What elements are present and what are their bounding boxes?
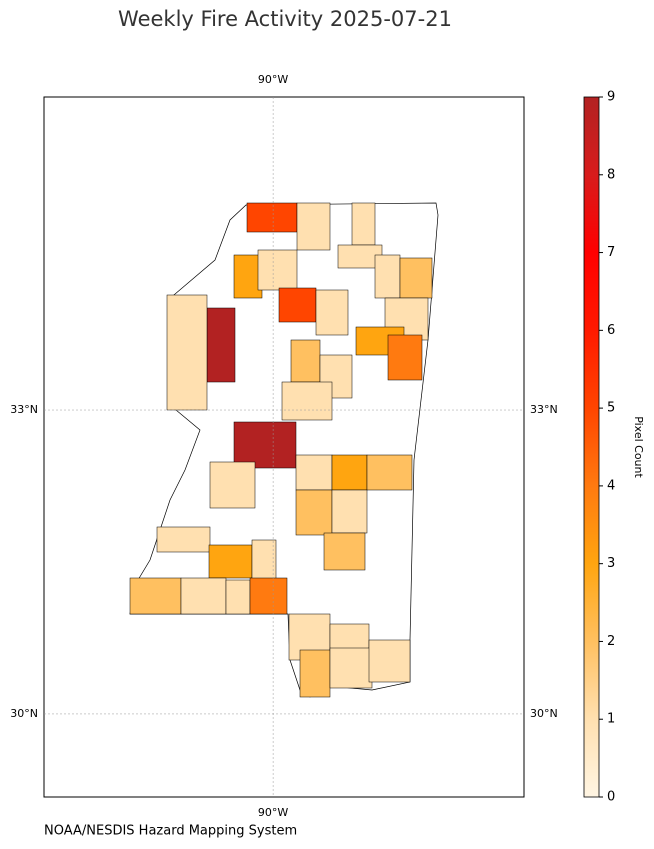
colorbar-tick-label: 5 xyxy=(607,401,615,416)
y-tick-label: 33°N xyxy=(10,403,38,416)
county xyxy=(295,454,333,491)
county xyxy=(129,577,182,615)
county xyxy=(281,381,333,421)
county xyxy=(225,579,251,615)
county xyxy=(278,287,317,323)
colorbar-tick-label: 7 xyxy=(607,245,615,260)
county xyxy=(374,254,401,299)
county xyxy=(323,532,366,571)
county xyxy=(299,649,331,698)
county xyxy=(156,526,211,553)
colorbar-tick-label: 0 xyxy=(607,790,615,805)
county xyxy=(351,202,376,246)
colorbar-tick-label: 1 xyxy=(607,712,615,727)
x-tick-label: 90°W xyxy=(258,73,288,86)
y-tick-label: 30°N xyxy=(10,707,38,720)
colorbar-tick-label: 4 xyxy=(607,478,615,493)
map-title: Weekly Fire Activity 2025-07-21 xyxy=(118,7,452,31)
colorbar-tick-label: 9 xyxy=(607,90,615,105)
county xyxy=(368,639,411,683)
x-tick-label: 90°W xyxy=(258,806,288,819)
map-frame xyxy=(43,96,525,798)
colorbar-tick-label: 2 xyxy=(607,634,615,649)
colorbar xyxy=(583,96,600,798)
county xyxy=(166,294,208,411)
county xyxy=(251,539,277,581)
y-tick-label: 30°N xyxy=(530,707,558,720)
county xyxy=(295,489,333,536)
county xyxy=(315,289,349,336)
county xyxy=(399,257,433,299)
county xyxy=(208,544,253,579)
county xyxy=(331,454,368,491)
y-tick-label: 33°N xyxy=(530,403,558,416)
county xyxy=(387,334,423,381)
county xyxy=(209,461,256,509)
county xyxy=(329,623,370,651)
county xyxy=(206,307,236,383)
county xyxy=(233,254,263,299)
county xyxy=(290,339,321,383)
colorbar-tick-label: 3 xyxy=(607,556,615,571)
county xyxy=(246,202,298,233)
county xyxy=(249,577,288,615)
county xyxy=(329,647,373,689)
source-note: NOAA/NESDIS Hazard Mapping System xyxy=(44,824,297,839)
county xyxy=(233,421,297,469)
county xyxy=(257,249,298,291)
colorbar-tick-label: 6 xyxy=(607,323,615,338)
colorbar-label: Pixel Count xyxy=(632,416,645,478)
county xyxy=(180,577,227,615)
colorbar-tick-label: 8 xyxy=(607,167,615,182)
county xyxy=(331,489,368,534)
county xyxy=(366,454,413,491)
county xyxy=(296,202,331,251)
counties xyxy=(129,202,433,698)
